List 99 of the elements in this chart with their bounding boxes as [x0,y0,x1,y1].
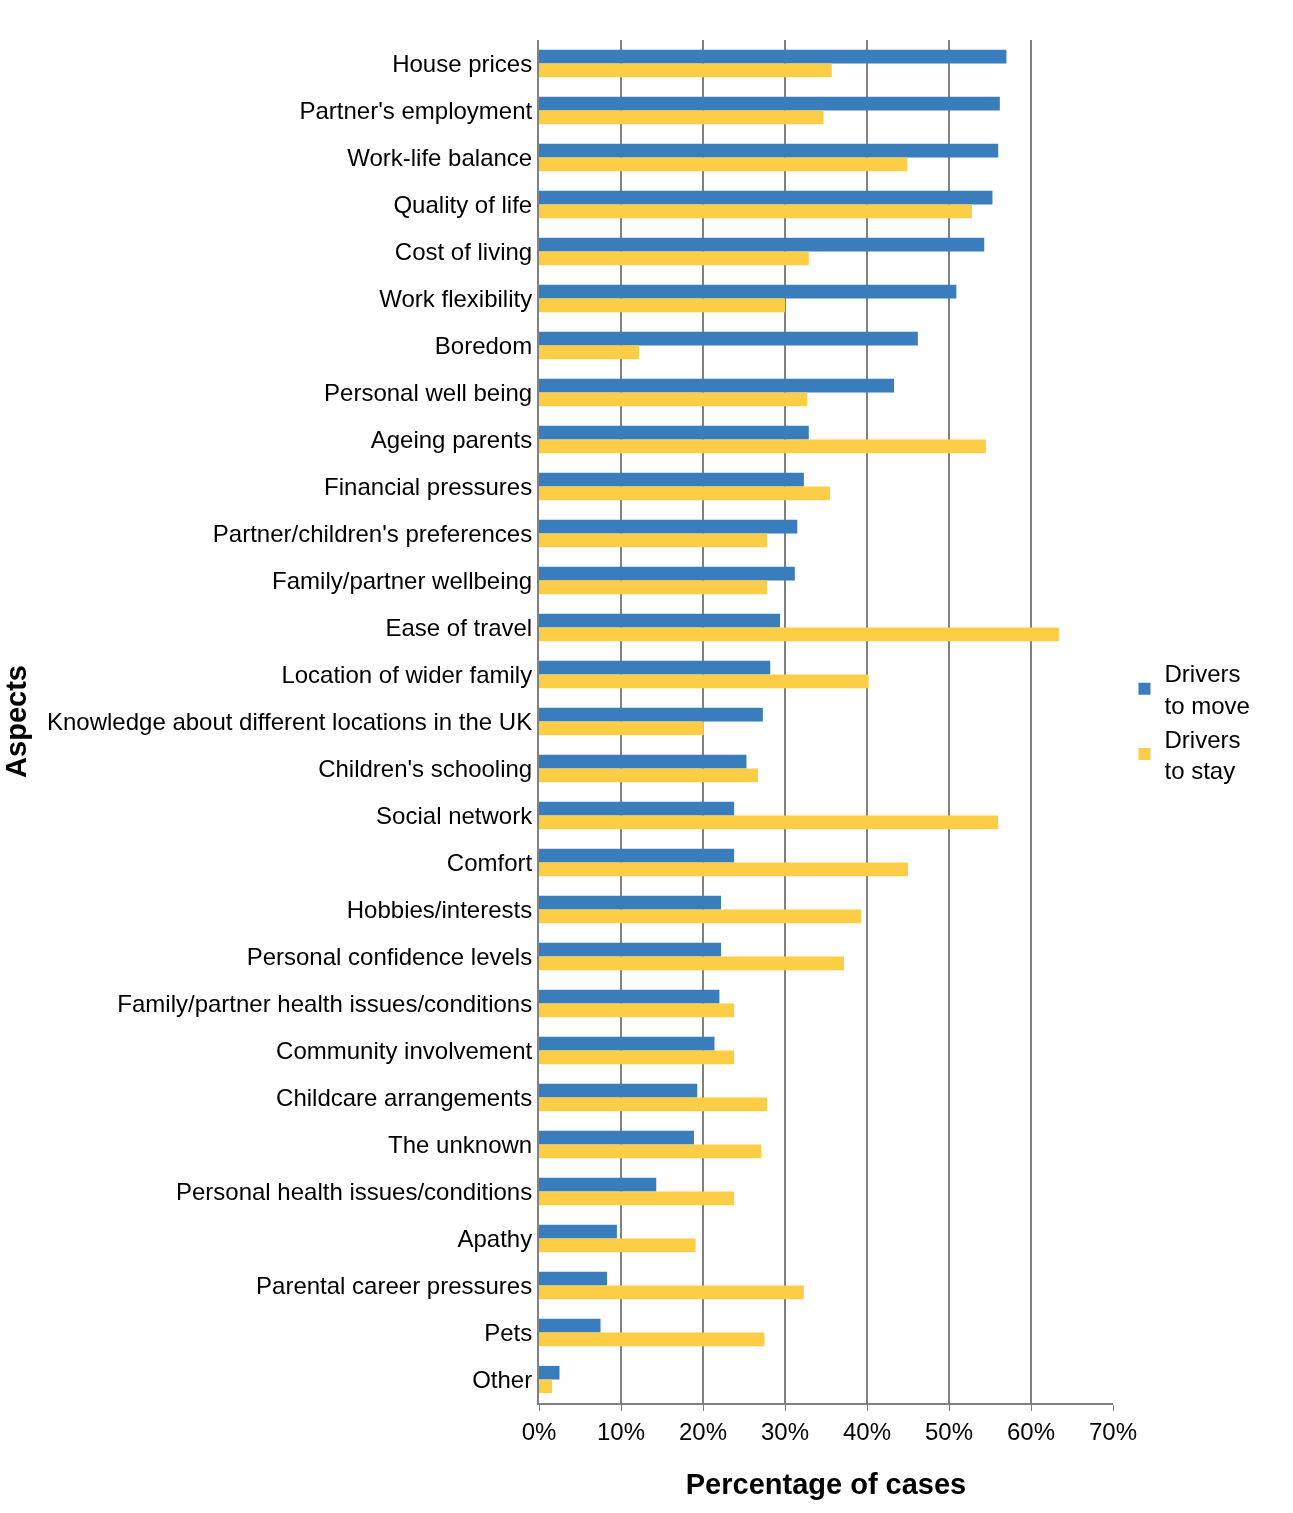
bar [539,580,767,595]
bar [539,157,908,172]
bar [539,1003,735,1018]
bar [539,801,735,816]
legend-label: Drivers to move [1164,660,1250,719]
bar [539,63,832,78]
bar [539,956,845,971]
bar [539,627,1059,642]
bar [539,1144,762,1159]
bar [539,909,862,924]
y-tick-label: The unknown [388,1130,533,1158]
bar [539,298,785,313]
bar [539,1332,765,1347]
x-tick-label: 30% [760,1417,810,1445]
bar [539,660,771,675]
y-tick-label: Boredom [434,331,533,359]
bar [539,1097,767,1112]
bar [539,674,869,689]
bar [539,331,918,346]
x-tick-label: 0% [521,1417,557,1445]
bar [539,519,798,534]
y-tick-label: Family/partner health issues/conditions [117,989,533,1017]
y-tick-label: Family/partner wellbeing [272,566,533,594]
y-tick-label: Pets [484,1318,533,1346]
legend-label: Drivers to stay [1164,725,1241,785]
bar [539,566,795,581]
y-tick-label: Knowledge about different locations in the UK [46,707,533,735]
x-tick-label: 20% [678,1417,728,1445]
bar [539,1271,608,1286]
bar [539,1318,601,1333]
bar [539,251,809,266]
bar [539,1224,617,1239]
y-tick-label: Ease of travel [385,613,533,641]
x-tick-label: 60% [1006,1417,1056,1445]
bar [539,49,1007,64]
bar [539,754,747,769]
bar [539,143,999,158]
bar [539,848,735,863]
bar [539,486,831,501]
bar [539,768,758,783]
y-tick-label: Partner's employment [299,96,533,124]
bar [539,1050,735,1065]
y-tick-label: Personal well being [324,378,533,406]
bar [539,707,763,722]
bar [539,1177,657,1192]
y-tick-label: Community involvement [276,1036,533,1064]
bar [539,425,809,440]
x-tick-label: 40% [842,1417,892,1445]
y-tick-label: Work-life balance [347,143,533,171]
bar [539,989,720,1004]
y-tick-label: Children's schooling [318,754,533,782]
bar [539,392,808,407]
x-axis-title: Percentage of cases [685,1468,967,1501]
y-tick-label: Apathy [457,1224,533,1252]
bar [539,1036,715,1051]
y-tick-label: Ageing parents [370,425,533,453]
bar [539,1191,735,1206]
y-tick-label: Quality of life [393,190,533,218]
y-tick-label: Personal confidence levels [246,942,533,970]
y-tick-label: Childcare arrangements [276,1083,533,1111]
x-tick-label: 10% [596,1417,646,1445]
bar [539,895,722,910]
x-tick-label: 50% [924,1417,974,1445]
bar [539,345,640,360]
bar [539,1365,560,1380]
bar [539,237,985,252]
bar [539,1083,698,1098]
y-tick-label: Parental career pressures [256,1271,533,1299]
bar [539,472,804,487]
y-tick-label: Comfort [446,848,533,876]
bar [539,1285,804,1300]
x-tick-label: 70% [1088,1417,1138,1445]
bar [539,942,722,957]
bar [539,110,824,125]
y-tick-label: Partner/children's preferences [212,519,533,547]
bar [539,96,1000,111]
bar [539,815,999,830]
y-tick-label: Personal health issues/conditions [175,1177,533,1205]
y-axis-title: Aspects [0,665,32,778]
y-tick-label: Social network [376,801,534,829]
bar [539,721,704,736]
bar [539,284,957,299]
bar [539,1130,694,1145]
y-tick-label: Hobbies/interests [346,895,533,923]
bar [539,378,895,393]
y-tick-label: Cost of living [394,237,533,265]
bar [539,533,767,548]
y-tick-label: Other [472,1365,533,1393]
y-tick-label: Financial pressures [324,472,533,500]
y-tick-label: House prices [392,49,533,77]
bar [539,190,993,205]
bar [539,613,781,628]
bar [539,439,986,454]
bar [539,1379,553,1394]
bar [539,204,972,219]
bar [539,1238,696,1253]
y-tick-label: Location of wider family [281,660,533,688]
y-tick-label: Work flexibility [379,284,533,312]
bar [539,862,908,877]
